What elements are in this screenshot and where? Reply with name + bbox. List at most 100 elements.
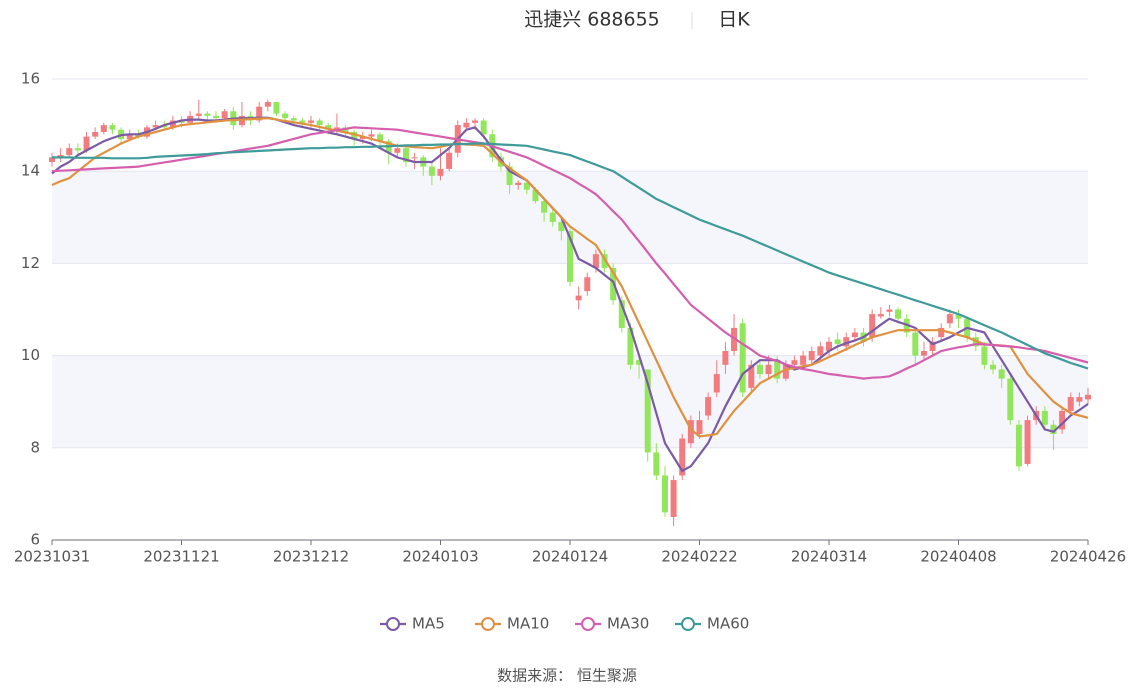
chart-subtitle: 日K [718,9,750,31]
candle-body [57,155,64,158]
candle-body [506,166,513,186]
candle-body [402,148,409,162]
candle-body [765,364,772,375]
candle-body [316,120,323,126]
candle-body [705,397,712,416]
candle-body [83,136,90,151]
legend-label: MA30 [607,615,649,633]
candle-body [126,134,133,139]
y-tick-label: 6 [30,531,40,549]
legend-item: MA10 [475,615,549,633]
candle-body [49,157,55,162]
candle-body [532,189,539,202]
x-tick-label: 20231031 [14,548,90,566]
y-tick-label: 8 [30,438,40,456]
candle-body [109,125,116,130]
candle-body [895,309,902,319]
candle-body [74,148,81,151]
candle-body [446,152,453,169]
candle-body [290,118,297,121]
candle-body [264,102,271,107]
x-tick-label: 20231212 [273,548,349,566]
x-tick-label: 20240124 [532,548,608,566]
x-tick-label: 20231121 [143,548,219,566]
candle-body [1024,420,1031,464]
candle-body [584,277,591,292]
candle-body [912,332,919,356]
candle-body [1059,410,1066,430]
chart-title: 迅捷兴 688655 [524,9,660,31]
candle-body [1015,424,1022,467]
candle-body [774,360,781,379]
candle-body [782,364,789,379]
candle-body [325,125,332,130]
candle-body [204,113,211,116]
candle-body [1050,424,1057,434]
legend-marker [386,617,400,631]
candle-body [567,231,573,282]
candle-body [877,314,884,317]
candle-body [826,341,832,351]
candle-body [601,254,608,269]
candle-body [558,221,565,232]
candle-body [955,314,962,319]
candle-body [152,125,159,128]
candle-body [817,346,824,356]
candle-body [938,327,945,338]
candle-body [515,182,522,186]
candle-body [178,120,185,123]
ma-line [51,117,1089,438]
legend-item: MA60 [675,615,749,633]
candle-body [687,420,694,444]
candle-body [472,120,479,123]
legend-label: MA60 [707,615,749,633]
candle-body [886,309,893,312]
legend-marker [581,617,595,631]
candle-body [1007,378,1014,421]
candle-body [696,420,703,434]
candle-body [428,166,435,176]
candle-body [221,111,228,119]
candle-body [756,364,763,375]
candle-body [791,360,798,365]
candle-body [523,182,530,190]
candle-body [731,327,738,351]
candle-body [618,300,625,328]
legend-marker [681,617,695,631]
candle-body [946,314,953,324]
candle-body [990,364,997,370]
y-tick-label: 12 [21,254,40,272]
candle-body [920,350,927,356]
candle-body [256,106,263,121]
candle-body [480,120,487,135]
legend-label: MA10 [507,615,549,633]
candle-body [575,295,582,301]
candle-body [661,475,668,513]
x-tick-label: 20240426 [1050,548,1126,566]
candle-body [670,480,677,517]
candle-body [437,168,444,176]
y-tick-label: 14 [21,162,40,180]
candle-body [739,323,746,393]
candle-body [808,350,815,361]
candle-body [929,341,936,351]
candle-body [981,346,988,365]
candle-body [308,120,314,123]
y-tick-label: 10 [21,346,40,364]
source-note: 数据来源： 恒生聚源 [497,667,637,685]
candle-body [66,148,73,156]
candle-body [713,374,720,393]
candle-body [463,122,470,128]
candle-body [1041,410,1048,425]
candle-body [549,212,556,222]
candle-body [351,132,358,139]
candle-body [273,102,280,114]
candle-body [748,364,755,388]
candle-body [411,157,418,159]
candle-body [299,120,306,123]
candle-body [368,134,375,137]
candle-body [653,452,660,476]
candle-body [636,360,643,365]
x-tick-label: 20240222 [661,548,737,566]
candle-body [851,332,858,338]
